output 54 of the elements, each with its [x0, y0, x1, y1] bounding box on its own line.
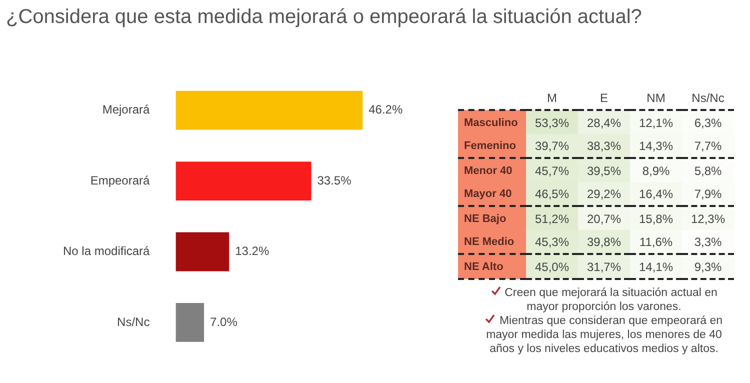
data-label: 14,1% [630, 254, 682, 279]
chart-title: ¿Considera que esta medida mejorará o empeorará la situación actual? [6, 6, 642, 29]
y-tick-label: Menor 40 [458, 158, 526, 182]
data-label: 9,3% [682, 254, 734, 279]
text: Mientras que consideran que empeorará en mayor medida las mujeres, los menores de 40 años y los niveles educativos medios y altos. [485, 314, 724, 356]
data-label: 14,3% [630, 134, 682, 158]
data-label: 33.5% [317, 173, 352, 188]
data-label: 51,2% [526, 206, 578, 230]
data-label: 45,3% [526, 230, 578, 254]
data-label: 46,5% [526, 182, 578, 206]
bar [176, 303, 204, 342]
data-label: 13.2% [235, 244, 270, 258]
x-tick-label: M [526, 86, 578, 110]
y-tick-label: Masculino [458, 110, 526, 134]
x-tick-label: E [578, 86, 630, 110]
bar [176, 162, 312, 200]
y-tick-label: Ns/Nc [117, 314, 150, 329]
data-label: 7,9% [682, 182, 734, 206]
data-label: 11,6% [630, 230, 682, 254]
y-tick-label: NE Bajo [458, 206, 526, 230]
data-label: 46.2% [368, 102, 403, 117]
data-label: 39,8% [578, 230, 630, 254]
x-tick-label: Ns/Nc [682, 86, 734, 110]
data-label: 7.0% [210, 314, 238, 329]
bar [176, 232, 230, 272]
y-tick-label: Empeorará [90, 173, 150, 188]
data-label: 45,7% [526, 158, 578, 182]
data-label: 53,3% [526, 110, 578, 134]
data-label: 38,3% [578, 134, 630, 158]
y-tick-label: NE Alto [458, 254, 526, 279]
data-label: 15,8% [630, 206, 682, 230]
data-label: 20,7% [578, 206, 630, 230]
y-tick-label: NE Medio [458, 230, 526, 254]
y-tick-label: Mayor 40 [458, 182, 526, 206]
data-label: 45,0% [526, 254, 578, 279]
y-tick-label: Mejorará [102, 102, 150, 117]
bar [176, 90, 363, 130]
data-label: 6,3% [682, 110, 734, 134]
data-label: 5,8% [682, 158, 734, 182]
data-label: 39,7% [526, 134, 578, 158]
y-tick-label: Femenino [458, 134, 526, 158]
x-tick-label: NM [630, 86, 682, 110]
y-tick-label: No la modificará [63, 244, 150, 258]
data-label: 8,9% [630, 158, 682, 182]
data-label: 39,5% [578, 158, 630, 182]
data-label: 3,3% [682, 230, 734, 254]
text: Creen que mejorará la situación actual en mayor proporción los varones. [504, 286, 718, 314]
data-label: 29,2% [578, 182, 630, 206]
data-label: 28,4% [578, 110, 630, 134]
data-label: 31,7% [578, 254, 630, 279]
data-label: 16,4% [630, 182, 682, 206]
data-label: 12,3% [682, 206, 734, 230]
data-label: 12,1% [630, 110, 682, 134]
data-label: 7,7% [682, 134, 734, 158]
